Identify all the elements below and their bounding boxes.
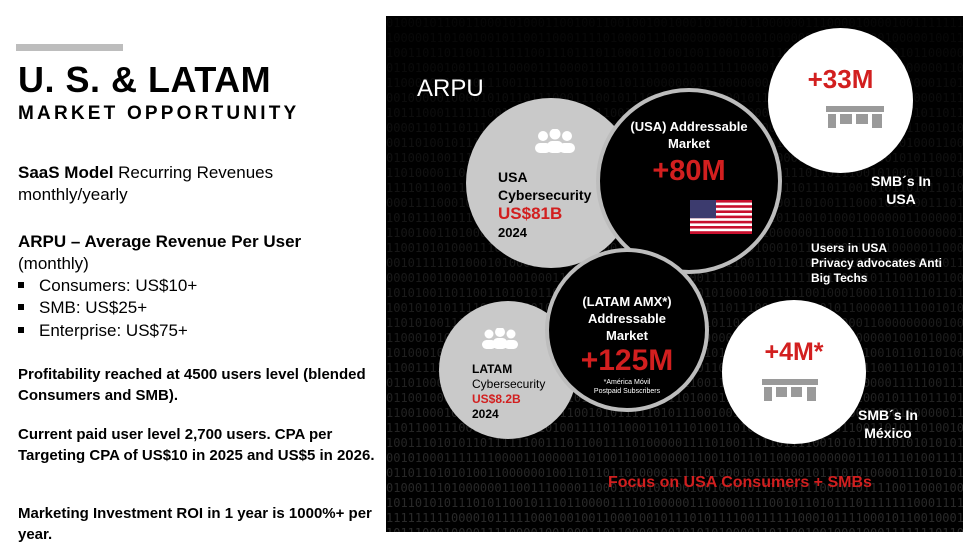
bullet-icon [18,304,24,310]
people-icon [482,328,518,349]
saas-model-text: SaaS Model Recurring Revenues monthly/ye… [18,162,273,206]
usa-cyber-text: USA Cybersecurity US$81B 2024 [498,169,592,240]
saas-model-label: SaaS Model [18,163,114,182]
bullet-icon [18,282,24,288]
bullet-icon [18,327,24,333]
arpu-heading: ARPU – Average Revenue Per User [18,232,302,251]
storefront-icon [762,379,818,401]
page-title: U. S. & LATAM [18,59,272,100]
mex-smb-caption: SMB´s In México [858,407,918,441]
title-accent-bar [16,44,123,51]
usa-flag-icon [690,200,752,234]
arpu-subheading: (monthly) [18,254,89,273]
latam-market-circle [545,248,709,412]
mex-smb-circle [722,300,866,444]
people-icon [535,129,575,153]
usa-smb-value: +33M [807,64,874,94]
bullet-item: Enterprise: US$75+ [18,320,188,342]
usa-smb-circle [768,28,913,173]
page-subtitle: MARKET OPPORTUNITY [18,103,300,124]
storefront-icon [826,106,884,128]
usa-privacy-text: Users in USA Privacy advocates Anti Big … [811,241,942,285]
roi-note: Marketing Investment ROI in 1 year is 10… [18,505,372,543]
saas-model-line2: monthly/yearly [18,185,128,204]
usa-market-text: (USA) Addressable Market +80M [630,119,748,187]
mex-smb-value: +4M* [764,338,824,366]
latam-cyber-text: LATAM Cybersecurity US$8.2B 2024 [472,362,546,421]
market-panel: 0100010110011000101000110010011001001001… [386,16,963,532]
profitability-note: Profitability reached at 4500 users leve… [18,366,366,404]
latam-market-text: (LATAM AMX*) Addressable Market +125M *A… [580,294,674,395]
usa-smb-caption: SMB´s In USA [871,173,931,207]
saas-model-rest: Recurring Revenues [113,163,274,182]
focus-statement: Focus on USA Consumers + SMBs [608,474,872,491]
cpa-note: Current paid user level 2,700 users. CPA… [18,426,375,464]
bullet-item: SMB: US$25+ [18,297,147,319]
arpu-label: ARPU [417,75,484,102]
bullet-item: Consumers: US$10+ [18,275,197,297]
usa-market-circle [596,88,782,274]
